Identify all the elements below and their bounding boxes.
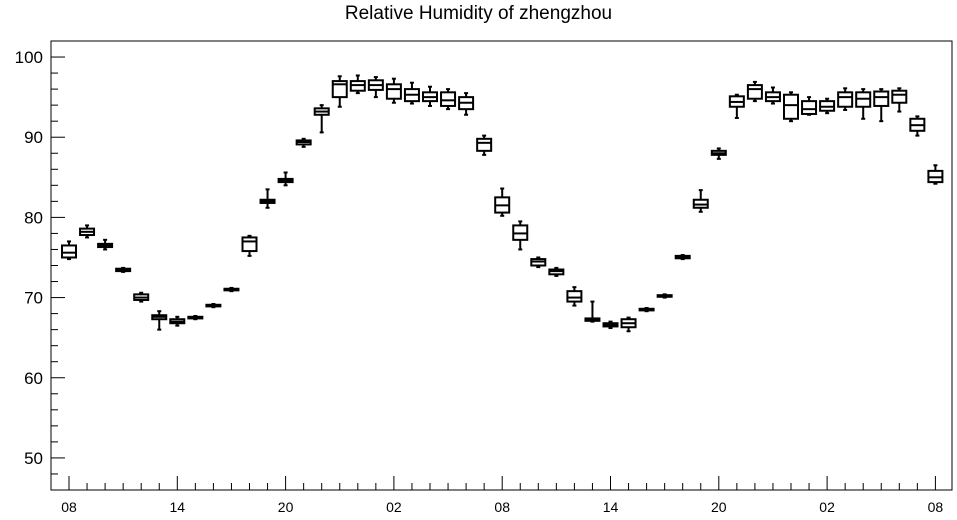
x-axis: 08 14 20 02 08 14 20 02 08 [61,476,943,515]
box-item [403,81,420,105]
box-item [97,238,114,251]
box-item [169,315,186,327]
box-item [458,92,475,116]
box-item [602,320,619,330]
box-item [728,93,745,119]
box-item [349,74,366,95]
box-item [710,147,727,160]
box-body [891,89,908,104]
box-body [873,90,890,107]
box-body [783,93,799,120]
x-tick-label: 14 [603,499,619,515]
box-item [566,286,583,307]
box-item [674,254,691,261]
x-tick-label: 14 [170,499,186,515]
box-body [241,236,258,253]
y-tick-label: 50 [24,449,43,468]
box-body [476,137,493,152]
box-item [223,286,240,293]
box-item [476,134,493,156]
box-item [873,88,890,123]
box-item [79,224,96,239]
y-tick-label: 70 [24,289,43,308]
x-tick-label: 08 [928,499,944,515]
box-item [530,256,547,269]
box-item [638,306,655,313]
box-item [927,164,944,185]
box-body [440,91,457,107]
box-item [187,315,204,321]
box-item [584,300,601,323]
box-item [205,302,222,309]
x-tick-label: 02 [819,499,835,515]
box-body [61,244,77,259]
chart-title: Relative Humidity of zhengzhou [344,3,613,24]
box-item [115,266,132,273]
box-body [837,91,854,108]
box-item [295,137,312,148]
y-tick-label: 60 [24,369,43,388]
box-body [746,84,763,100]
box-item [241,234,258,257]
box-item [855,88,872,120]
x-tick-label: 08 [494,499,510,515]
box-item [819,97,836,115]
box-item [61,240,77,261]
x-tick-label: 02 [386,499,402,515]
box-item [656,293,673,299]
box-body [566,290,583,303]
box-item [494,187,511,217]
box-item [133,291,150,303]
box-item [891,87,908,113]
box-item [259,188,276,209]
box-item [692,189,709,213]
box-item [746,80,763,103]
boxes-group [61,74,944,333]
y-tick-label: 90 [24,128,43,147]
x-tick-label: 20 [711,499,727,515]
y-tick-label: 100 [15,48,43,67]
y-tick-label: 80 [24,208,43,227]
box-item [764,86,781,105]
box-item [512,220,529,251]
box-item [801,96,818,116]
y-axis: 50 60 70 80 90 100 [15,40,65,491]
box-item [620,316,637,333]
box-item [440,88,457,111]
box-item [783,91,799,123]
box-item [331,75,348,108]
box-body [801,100,818,115]
box-item [151,310,168,331]
box-item [277,171,294,187]
box-item [909,115,926,137]
box-item [837,87,854,111]
box-body [385,83,402,100]
x-tick-label: 08 [61,499,77,515]
box-item [548,266,565,277]
box-item [367,76,384,99]
x-tick-label: 20 [278,499,294,515]
box-item [385,77,402,104]
box-item [422,85,438,107]
box-item [313,104,330,134]
